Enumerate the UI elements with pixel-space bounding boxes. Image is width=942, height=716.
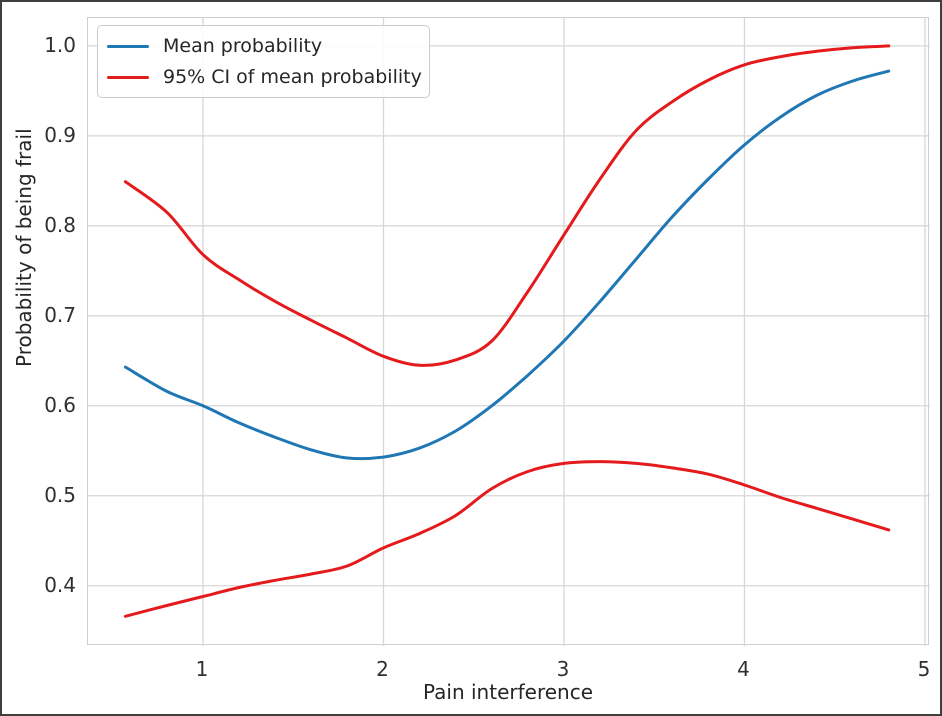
mean-probability-line-swatch [107,44,149,48]
x-tick-label: 4 [737,657,750,681]
ci-lower-line [123,460,891,618]
x-tick-label: 2 [376,657,389,681]
y-tick-label: 0.6 [44,392,76,417]
legend-item-ci: 95% CI of mean probability [107,65,422,89]
x-tick-label: 1 [195,657,209,681]
y-tick-label: 0.9 [44,122,76,147]
y-tick-label: 1.0 [44,32,76,57]
legend-label-ci: 95% CI of mean probability [163,66,422,88]
y-tick-label: 0.5 [44,482,76,507]
plot-area: Mean probability 95% CI of mean probabil… [87,17,930,646]
y-tick-label: 0.8 [44,212,76,237]
ci-line-swatch [107,75,149,79]
plot-canvas [88,18,930,646]
y-axis-label: Probability of being frail [12,128,36,367]
mean-probability-line [123,69,891,461]
x-tick-label: 3 [556,657,570,681]
legend-label-mean-probability: Mean probability [163,35,323,57]
y-tick-label: 0.7 [44,302,76,327]
x-axis-label: Pain interference [422,680,594,704]
legend: Mean probability 95% CI of mean probabil… [97,25,430,98]
x-tick-label: 5 [917,657,931,681]
y-tick-label: 0.4 [44,572,76,597]
ci-upper-line [123,44,891,367]
legend-item-mean-probability: Mean probability [107,34,419,58]
